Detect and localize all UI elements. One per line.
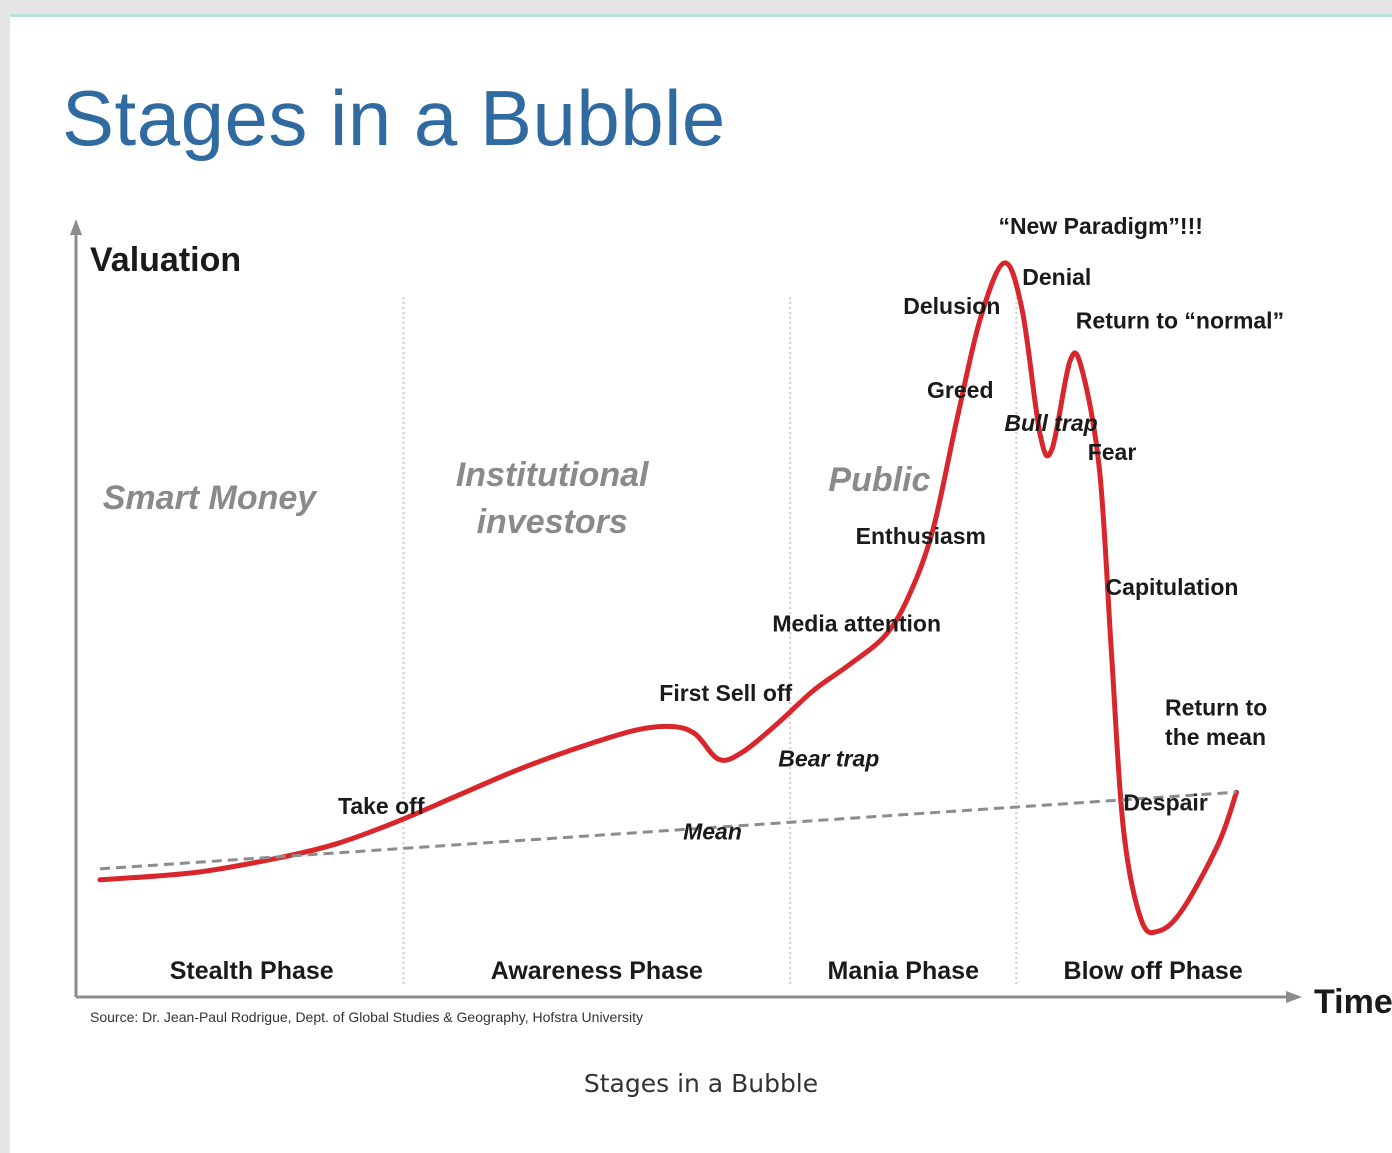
investor-group-label: investors <box>477 503 628 541</box>
annotation-label: Return to “normal” <box>1076 308 1284 334</box>
annotation-layer: Take off First Sell off Bear trap Mean Media… <box>338 213 1284 845</box>
annotation-label: “New Paradigm”!!! <box>998 213 1202 239</box>
annotation-label: Media attention <box>772 611 941 637</box>
annotation-label: Mean <box>683 819 742 845</box>
annotation-label: Despair <box>1123 789 1207 815</box>
phase-label: Stealth Phase <box>170 957 334 985</box>
annotation-label: Greed <box>927 377 993 403</box>
annotation-label: Enthusiasm <box>856 523 986 549</box>
annotation-label: Take off <box>338 793 425 819</box>
phase-label: Blow off Phase <box>1064 957 1243 985</box>
annotation-label: Bull trap <box>1004 410 1097 436</box>
annotation-label: Delusion <box>903 293 1000 319</box>
annotation-label: the mean <box>1165 724 1266 750</box>
annotation-label: Fear <box>1088 439 1137 465</box>
valuation-curve <box>97 260 1239 936</box>
slide: Stages in a Bubble Smart Money Institutio… <box>10 14 1392 1153</box>
investor-group-label: Institutional <box>456 456 650 494</box>
slide-title: Stages in a Bubble <box>62 74 726 162</box>
annotation-label: First Sell off <box>659 680 792 706</box>
phase-dividers <box>402 297 1018 987</box>
figure-caption: Stages in a Bubble <box>583 1069 819 1098</box>
x-axis-label: Time <box>1314 983 1392 1021</box>
investor-group-label: Smart Money <box>103 479 319 517</box>
y-axis-label: Valuation <box>90 241 241 279</box>
mean-line <box>99 790 1237 871</box>
annotation-label: Capitulation <box>1106 574 1239 600</box>
phase-label: Mania Phase <box>828 957 980 985</box>
annotation-label: Return to <box>1165 695 1267 721</box>
bubble-stages-chart: Smart MoneyInstitutionalinvestorsPublic … <box>70 213 1392 1025</box>
x-axis-arrow-icon <box>1286 991 1302 1003</box>
series-layer <box>97 260 1239 936</box>
investor-group-label: Public <box>828 461 930 499</box>
phase-label: Awareness Phase <box>491 957 703 985</box>
y-axis-arrow-icon <box>70 219 82 235</box>
investor-group-labels: Smart Money Institutional investors Public <box>103 456 931 541</box>
annotation-label: Denial <box>1022 264 1091 290</box>
annotation-label: Bear trap <box>778 746 879 772</box>
source-note: Source: Dr. Jean-Paul Rodrigue, Dept. of… <box>90 1009 643 1025</box>
phase-labels: Stealth Phase Awareness Phase Mania Phase B… <box>170 957 1243 985</box>
